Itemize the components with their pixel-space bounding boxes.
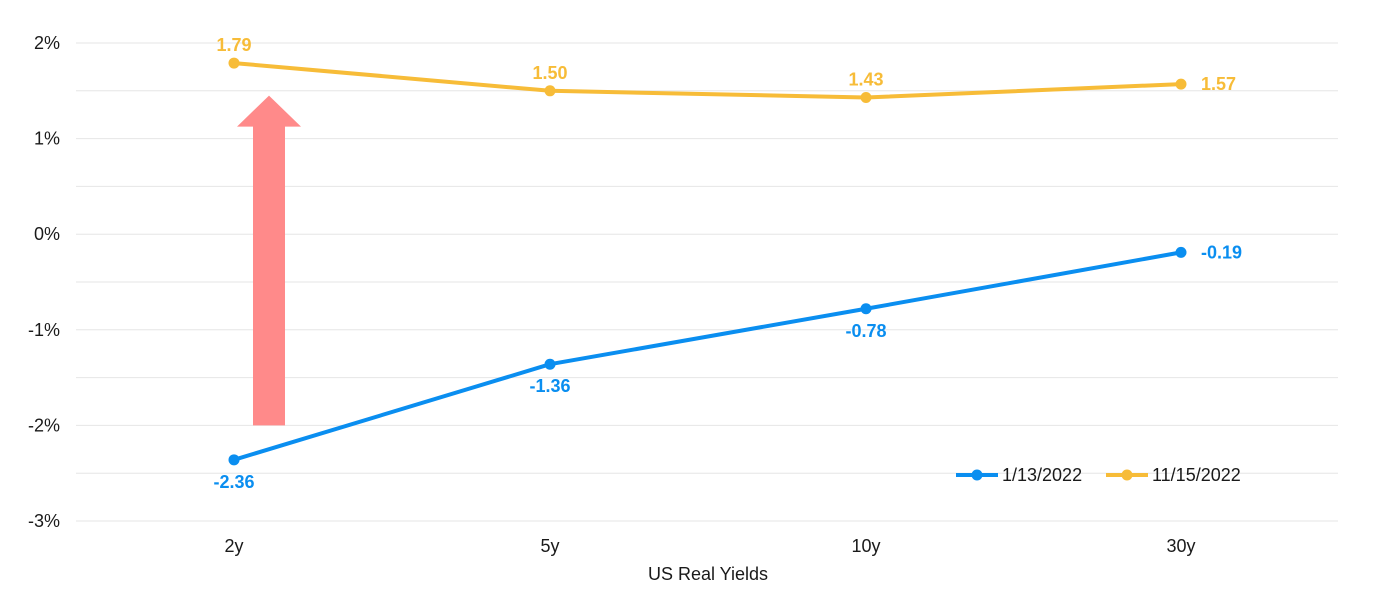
legend-swatch-marker xyxy=(971,469,983,481)
data-label: -0.19 xyxy=(1201,242,1242,262)
x-tick-label: 2y xyxy=(224,536,243,556)
data-point xyxy=(544,85,556,97)
series-line xyxy=(233,61,1182,100)
legend-label: 11/15/2022 xyxy=(1152,465,1241,485)
y-axis-ticks: 2% 1% 0% -1% -2% -3% xyxy=(28,33,60,531)
data-label: 1.50 xyxy=(532,63,567,83)
series-line xyxy=(233,250,1182,462)
data-label: 1.43 xyxy=(848,69,883,89)
series-2: 1.79 1.50 1.43 1.57 xyxy=(216,35,1236,103)
y-tick-label: -3% xyxy=(28,511,60,531)
data-label: -0.78 xyxy=(845,321,886,341)
legend-swatch-marker xyxy=(1121,469,1133,481)
data-label: -1.36 xyxy=(529,376,570,396)
data-point xyxy=(860,303,872,315)
data-point xyxy=(1175,246,1187,258)
legend-item: 1/13/2022 xyxy=(956,465,1082,485)
data-point xyxy=(860,91,872,103)
legend-item: 11/15/2022 xyxy=(1106,465,1241,485)
data-label: 1.79 xyxy=(216,35,251,55)
y-tick-label: 2% xyxy=(34,33,60,53)
y-tick-label: 1% xyxy=(34,129,60,149)
data-point xyxy=(544,358,556,370)
data-label: 1.57 xyxy=(1201,74,1236,94)
x-axis-label: US Real Yields xyxy=(648,564,768,584)
data-point xyxy=(1175,78,1187,90)
up-arrow-annotation xyxy=(237,95,301,426)
legend-label: 1/13/2022 xyxy=(1002,465,1082,485)
y-tick-label: -2% xyxy=(28,415,60,435)
x-axis-ticks: 2y 5y 10y 30y xyxy=(224,536,1195,556)
data-label: -2.36 xyxy=(213,472,254,492)
y-tick-label: -1% xyxy=(28,320,60,340)
legend: 1/13/2022 11/15/2022 xyxy=(956,465,1241,485)
x-tick-label: 5y xyxy=(540,536,559,556)
series-1: -2.36 -1.36 -0.78 -0.19 xyxy=(213,242,1242,491)
up-arrow-shape xyxy=(237,95,301,426)
y-tick-label: 0% xyxy=(34,224,60,244)
data-point xyxy=(228,57,240,69)
x-tick-label: 10y xyxy=(851,536,880,556)
x-tick-label: 30y xyxy=(1166,536,1195,556)
data-point xyxy=(228,454,240,466)
series-layer: -2.36 -1.36 -0.78 -0.19 1.79 1.50 1.43 1.57 xyxy=(213,35,1242,492)
